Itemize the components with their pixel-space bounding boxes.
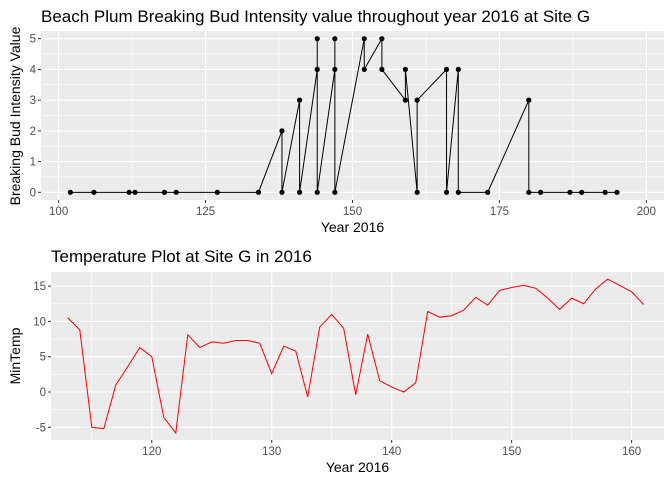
bud-data-point (132, 189, 138, 195)
bud-chart: Beach Plum Breaking Bud Intensity value … (7, 7, 664, 235)
bud-y-tick-label: 5 (30, 34, 36, 46)
bud-y-tick-label: 0 (30, 187, 36, 199)
bud-data-point (314, 189, 320, 195)
bud-data-point (173, 189, 179, 195)
bud-data-point (537, 189, 544, 195)
bud-data-point (526, 97, 532, 103)
bud-data-point (255, 189, 262, 195)
temp-y-tick-label: 5 (40, 352, 46, 364)
bud-data-point (402, 66, 408, 73)
temp-y-tick-label: 15 (33, 281, 46, 293)
bud-x-tick-label: 175 (490, 206, 509, 218)
bud-data-point (314, 66, 320, 73)
bud-data-point (67, 189, 73, 195)
temp-y-axis-label: MinTemp (7, 327, 23, 384)
temp-plot-panel (51, 272, 664, 440)
bud-y-tick-label: 2 (30, 126, 36, 138)
bud-data-point (455, 66, 461, 73)
bud-data-point (332, 66, 338, 73)
temp-x-axis-label: Year 2016 (326, 459, 390, 475)
bud-data-point (314, 36, 320, 42)
bud-x-tick-label: 125 (196, 206, 215, 218)
bud-data-point (379, 36, 385, 42)
bud-data-point (161, 189, 168, 195)
temp-chart: Temperature Plot at Site G in 2016 120 13… (7, 247, 664, 475)
bud-data-point (297, 189, 303, 195)
temp-y-tick-label: -5 (36, 422, 46, 434)
bud-y-axis-label: Breaking Bud Intensity Value (7, 26, 23, 205)
bud-data-point (332, 36, 338, 42)
bud-data-point (485, 189, 491, 195)
bud-data-point (614, 189, 620, 195)
bud-y-tick-label: 4 (30, 64, 37, 76)
temp-y-tick-label: 10 (33, 316, 46, 328)
bud-data-point (361, 36, 367, 42)
bud-data-point (332, 189, 338, 195)
bud-data-point (567, 189, 573, 195)
bud-data-point (279, 128, 285, 134)
bud-data-point (214, 189, 220, 195)
bud-data-point (414, 189, 420, 195)
bud-series-line (70, 36, 617, 193)
bud-x-tick-label: 200 (637, 206, 656, 218)
bud-x-tick-label: 150 (343, 206, 362, 218)
bud-data-point (91, 189, 97, 195)
temp-x-tick-label: 160 (622, 446, 641, 458)
temp-x-tick-label: 150 (502, 446, 521, 458)
temp-x-tick-label: 130 (262, 446, 281, 458)
bud-data-point (126, 189, 132, 195)
bud-x-axis-label: Year 2016 (321, 219, 385, 235)
bud-x-tick-label: 100 (49, 206, 68, 218)
temp-chart-title: Temperature Plot at Site G in 2016 (51, 247, 312, 266)
bud-data-point (455, 189, 461, 195)
bud-data-point (526, 189, 532, 195)
temp-x-tick-label: 140 (382, 446, 401, 458)
bud-y-tick-label: 3 (30, 95, 36, 107)
bud-data-point (379, 66, 385, 73)
temp-y-tick-label: 0 (40, 387, 46, 399)
bud-data-point (443, 189, 450, 195)
bud-data-point (361, 66, 367, 73)
bud-y-tick-label: 1 (30, 157, 36, 169)
bud-data-point (402, 97, 408, 103)
bud-chart-title: Beach Plum Breaking Bud Intensity value … (41, 7, 590, 26)
bud-data-point (579, 189, 585, 195)
bud-data-point (279, 189, 285, 195)
bud-data-point (443, 66, 450, 73)
temp-series-line (67, 278, 644, 435)
temp-x-tick-label: 120 (142, 446, 161, 458)
bud-data-point (602, 189, 608, 195)
bud-data-point (414, 97, 420, 103)
bud-data-point (297, 97, 303, 103)
